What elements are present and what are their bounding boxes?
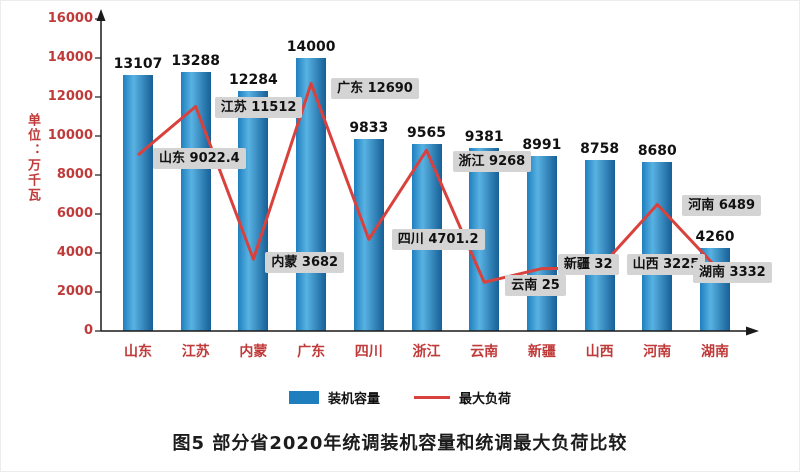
bar [180,71,211,331]
bar-value-label: 8680 [637,142,677,159]
bar-swatch-icon [288,391,319,404]
x-category-label: 浙江 [412,344,441,360]
bar-value-label: 9833 [349,120,389,137]
bar [642,161,673,331]
bar-value-label: 8991 [522,136,562,153]
y-tick-label: 12000 [47,89,93,104]
bar [123,75,153,331]
y-tick-label: 4000 [56,245,93,260]
x-category-label: 山西 [585,344,614,360]
line-point-label: 内蒙 3682 [265,252,345,274]
bar [584,160,615,331]
bar-value-label: 13107 [113,56,163,73]
bar-value-label: 4260 [695,228,735,245]
bar-value-label: 9381 [464,129,504,146]
x-category-label: 山东 [124,344,152,360]
x-category-label: 新疆 [527,344,556,360]
bar-value-label: 13288 [171,52,221,69]
line-point-label: 河南 6489 [682,195,762,217]
line-point-label: 广东 12690 [331,77,419,99]
x-axis-arrow [746,326,759,336]
x-category-label: 广东 [297,344,326,360]
bar-value-label: 14000 [286,39,336,55]
x-category-label: 内蒙 [239,344,268,360]
y-tick-label: 14000 [47,50,93,65]
y-tick-label: 2000 [56,284,93,299]
y-tick-label: 10000 [47,128,93,143]
y-tick-label: 0 [83,323,93,338]
bar [353,139,384,331]
y-tick-label: 6000 [56,206,93,221]
legend-item: 装机容量 [288,388,380,407]
legend: 装机容量 最大负荷 [1,388,799,407]
line-point-label: 湖南 3332 [693,262,772,284]
line-point-label: 新疆 32 [557,253,619,275]
line-point-label: 四川 4701.2 [391,229,485,251]
bar [526,155,557,331]
line-point-label: 浙江 9268 [452,151,532,173]
line-point-label: 山东 9022.4 [153,148,246,170]
line-point-label: 云南 25 [505,275,566,297]
y-axis-arrow [96,9,106,21]
y-tick-label: 16000 [47,11,93,26]
x-category-label: 云南 [470,344,499,360]
x-category-label: 河南 [643,344,672,360]
y-tick-label: 8000 [56,167,93,182]
bar [238,91,269,331]
bar-value-label: 8758 [580,141,620,158]
line-swatch-icon [414,396,450,399]
figure-caption: 图5 部分省2020年统调装机容量和统调最大负荷比较 [172,433,628,454]
bar-value-label: 12284 [229,72,278,89]
y-axis-unit-label: 单位：万千瓦 [25,113,40,203]
x-category-label: 四川 [354,344,383,360]
legend-label: 装机容量 [327,392,380,407]
x-category-label: 江苏 [181,344,210,360]
bar-value-label: 9565 [407,125,446,142]
line-point-label: 江苏 11512 [214,96,303,118]
legend-item: 最大负荷 [414,388,511,407]
x-category-label: 湖南 [701,344,729,360]
legend-label: 最大负荷 [459,392,512,407]
